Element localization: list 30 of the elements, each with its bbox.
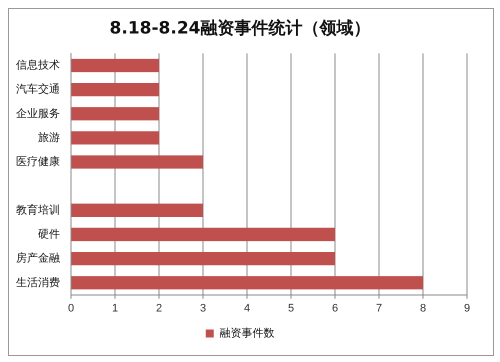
- bar: [72, 58, 159, 72]
- x-tick-label: 9: [464, 302, 470, 314]
- bar: [72, 82, 159, 96]
- x-tick-label: 0: [68, 302, 74, 314]
- x-tick-label: 6: [332, 302, 338, 314]
- y-tick-label: 旅游: [38, 130, 60, 144]
- bar: [72, 252, 335, 266]
- y-tick-label: 信息技术: [16, 58, 60, 72]
- legend-label: 融资事件数: [219, 326, 274, 340]
- y-tick-label: 生活消费: [16, 276, 60, 289]
- bar: [72, 204, 203, 217]
- bar: [72, 276, 423, 290]
- x-tick-label: 1: [112, 302, 118, 314]
- bar: [72, 155, 203, 169]
- y-tick-label: 汽车交通: [16, 82, 60, 96]
- chart-title: 8.18-8.24融资事件统计（领域）: [110, 18, 370, 39]
- bar: [72, 228, 335, 242]
- y-tick-label: 医疗健康: [16, 155, 60, 168]
- bar: [72, 131, 159, 145]
- x-tick-label: 2: [156, 302, 162, 314]
- x-tick-label: 8: [420, 302, 426, 314]
- y-tick-label: 硬件: [38, 228, 60, 240]
- x-tick-label: 5: [288, 302, 294, 314]
- x-tick-label: 4: [244, 302, 250, 314]
- x-tick-label: 7: [376, 302, 382, 314]
- y-tick-label: 企业服务: [16, 106, 60, 120]
- x-tick-label: 3: [200, 302, 206, 314]
- y-tick-label: 教育培训: [16, 203, 60, 216]
- bar: [72, 107, 159, 120]
- y-tick-label: 房产金融: [16, 252, 60, 265]
